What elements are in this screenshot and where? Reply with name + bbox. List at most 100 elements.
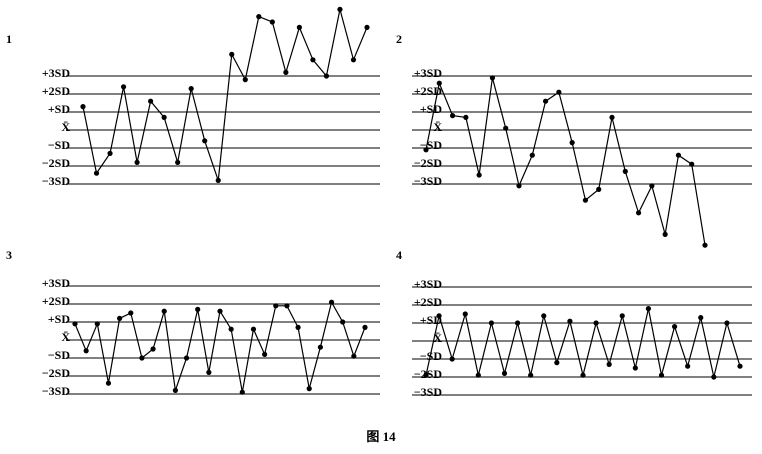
data-point [242,77,248,83]
panel-title: 1 [6,32,12,46]
data-point [323,73,330,79]
data-point [724,320,730,326]
y-tick-label: +2SD [414,84,443,98]
y-tick-label: −SD [48,138,71,152]
data-point [685,363,691,369]
data-point [475,372,481,378]
data-point [503,125,509,131]
y-tick-label: +3SD [42,276,71,290]
data-point [228,326,234,332]
data-point [711,374,717,380]
data-point [569,140,575,146]
data-point [215,177,221,183]
data-line [425,308,741,378]
data-point [161,114,167,120]
data-point [262,351,268,357]
y-tick-label: −SD [48,348,71,362]
data-point [283,69,289,75]
data-point [364,24,370,30]
data-point [596,186,602,192]
data-point [306,386,312,392]
data-point [83,348,89,354]
data-point [269,19,275,25]
y-tick-label: +2SD [42,294,71,308]
data-point [619,313,625,319]
data-point [239,389,245,395]
data-point [632,365,638,371]
data-point [172,387,178,393]
data-point [128,310,134,316]
data-point [340,319,346,325]
data-point [702,242,708,248]
data-point [449,113,456,119]
data-point [671,324,678,330]
data-point [117,315,123,321]
data-point [582,197,589,203]
data-point [516,183,522,189]
data-point [622,168,628,174]
data-point [580,372,586,378]
data-point [93,170,100,176]
data-point [202,138,208,144]
y-tick-label: X̄ [61,120,70,134]
y-tick-label: +3SD [414,277,443,291]
data-point [593,320,599,326]
data-point [206,369,212,375]
data-point [423,147,429,153]
data-point [107,150,113,156]
data-point [542,98,549,104]
data-point [635,210,642,216]
data-point [528,372,534,378]
y-tick-label: −2SD [42,156,71,170]
data-point [541,313,547,319]
y-tick-label: −3SD [42,174,71,188]
data-point [351,353,357,359]
data-point [662,231,668,237]
data-point [488,320,495,326]
data-point [554,360,560,366]
data-point [645,306,652,312]
y-tick-label: −SD [420,138,443,152]
data-point [250,326,257,332]
y-tick-label: X̄ [61,330,70,344]
data-point [476,172,482,178]
caption: 图 14 [366,429,396,444]
data-point [328,299,335,305]
data-point [350,57,357,63]
data-point [737,363,743,369]
panel-title: 3 [6,248,12,262]
data-point [284,303,290,309]
data-point [183,355,190,361]
data-point [449,356,455,362]
data-point [229,51,235,58]
data-point [606,361,612,367]
data-point [317,344,323,350]
data-point [501,370,508,376]
data-point [134,159,140,165]
data-point [72,321,78,327]
data-point [105,380,112,386]
data-point [463,114,469,120]
data-point [310,57,316,63]
data-point [658,372,665,378]
data-point [362,324,368,330]
data-point [188,86,194,92]
data-line [82,9,368,181]
data-point [423,372,429,378]
y-tick-label: +3SD [42,66,71,80]
data-point [296,24,302,30]
data-point [689,161,695,167]
data-point [675,152,682,158]
data-point [609,114,615,120]
data-point [489,75,496,81]
y-tick-label: +SD [48,102,71,116]
y-tick-label: X̄ [433,120,442,134]
data-point [273,303,279,309]
data-point [217,308,223,314]
data-point [148,98,154,104]
y-tick-label: +2SD [42,84,71,98]
data-point [139,355,145,361]
y-tick-label: −3SD [42,384,71,398]
data-point [462,311,468,317]
data-point [698,315,704,321]
